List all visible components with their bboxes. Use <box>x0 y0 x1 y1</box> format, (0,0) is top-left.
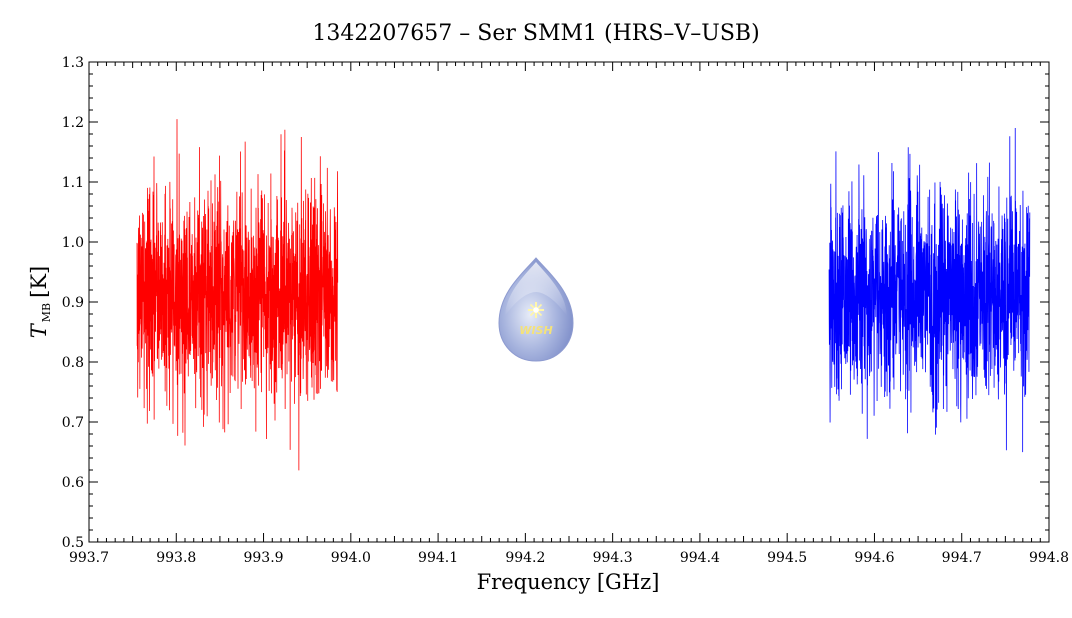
x-tick-label: 994.7 <box>942 550 982 566</box>
y-tick-label: 1.1 <box>62 175 84 191</box>
y-tick-label: 0.7 <box>62 415 84 431</box>
x-tick-label: 994.3 <box>593 550 633 566</box>
y-axis-label-unit: [K] <box>27 266 51 298</box>
x-tick-label: 994.4 <box>680 550 720 566</box>
x-axis-label: Frequency [GHz] <box>477 570 660 594</box>
plot-frame <box>88 61 1050 543</box>
x-tick-label: 993.9 <box>243 550 283 566</box>
x-tick-label: 994.6 <box>854 550 894 566</box>
y-tick-label: 0.6 <box>62 475 84 491</box>
y-axis-label: TMB [K] <box>27 266 53 338</box>
spectrum-series-2 <box>828 127 1031 453</box>
x-tick-label: 994.5 <box>767 550 807 566</box>
svg-text:TMB[K]: TMB [K] <box>27 266 53 338</box>
logo-text: WISH <box>519 324 552 337</box>
x-tick-label: 993.7 <box>69 550 109 566</box>
y-axis-label-sub: MB <box>40 303 53 322</box>
logo-drop-highlight <box>505 262 567 316</box>
chart-title: 1342207657 – Ser SMM1 (HRS–V–USB) <box>312 21 759 46</box>
x-tick-label: 993.8 <box>156 550 196 566</box>
y-axis-label-main: T <box>27 322 51 338</box>
x-tick-label: 994.2 <box>505 550 545 566</box>
x-tick-label: 994.1 <box>418 550 458 566</box>
logo-star-icon <box>528 302 544 318</box>
x-tick-label: 994.8 <box>1029 550 1069 566</box>
x-tick-label: 994.0 <box>331 550 371 566</box>
y-tick-label: 1.0 <box>62 235 84 251</box>
y-tick-label: 0.9 <box>62 295 84 311</box>
y-tick-label: 0.8 <box>62 355 84 371</box>
y-tick-label: 1.2 <box>62 115 84 131</box>
y-tick-label: 0.5 <box>62 535 84 551</box>
y-tick-label: 1.3 <box>62 55 84 71</box>
wish-logo: WISH <box>498 257 574 362</box>
spectrum-series-1 <box>136 119 339 471</box>
